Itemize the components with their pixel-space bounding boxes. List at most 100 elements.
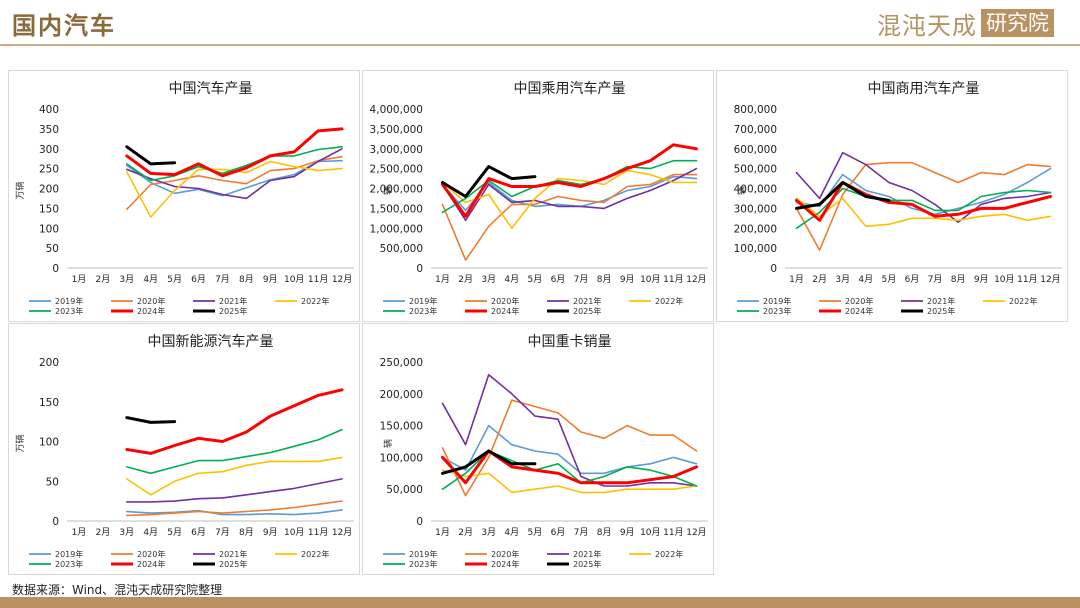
y-tick-label: 3,000,000	[370, 144, 423, 156]
series-line-2020	[126, 500, 343, 517]
x-tick-label: 2月	[96, 527, 111, 538]
x-tick-label: 1月	[435, 527, 450, 538]
legend-label: 2024年	[137, 306, 165, 316]
y-tick-label: 500,000	[734, 164, 777, 176]
y-tick-label: 2,500,000	[370, 164, 423, 176]
x-tick-label: 6月	[905, 274, 920, 285]
series-line-2019	[441, 424, 698, 475]
chart-title: 中国重卡销量	[528, 334, 612, 350]
chart-title: 中国商用汽车产量	[868, 80, 980, 97]
y-tick-label: 1,500,000	[370, 203, 423, 215]
brand-logo: 混沌天成 研究院	[877, 8, 1054, 40]
legend-label: 2019年	[409, 549, 437, 559]
y-tick-label: 1,000,000	[370, 223, 423, 235]
y-tick-label: 100,000	[734, 243, 777, 255]
chart-title: 中国汽车产量	[169, 80, 253, 97]
series-line-2024	[441, 143, 698, 218]
y-tick-label: 150	[39, 397, 59, 409]
series-line-2025	[795, 181, 891, 210]
y-tick-label: 100	[39, 223, 59, 235]
x-tick-label: 2月	[458, 527, 473, 538]
x-tick-label: 12月	[1040, 274, 1060, 285]
y-tick-label: 600,000	[734, 144, 777, 156]
series-line-2022	[795, 197, 1052, 228]
series-line-2023	[126, 428, 343, 475]
legend-label: 2024年	[491, 306, 519, 316]
x-tick-label: 1月	[789, 274, 804, 285]
x-tick-label: 9月	[974, 274, 989, 285]
x-tick-label: 3月	[119, 527, 134, 538]
legend-label: 2025年	[219, 559, 247, 569]
chart-panel-commercial-output: 中国商用汽车产量辆 0 100,000 200,000 300,000 400,000 50…	[716, 70, 1068, 322]
x-tick-label: 5月	[167, 274, 182, 285]
y-axis-label: 辆	[736, 186, 748, 195]
series-line-2021	[795, 151, 1052, 224]
x-tick-label: 12月	[332, 274, 352, 285]
x-tick-label: 8月	[951, 274, 966, 285]
y-tick-label: 400,000	[734, 184, 777, 196]
x-tick-label: 8月	[239, 274, 254, 285]
series-line-2021	[126, 478, 343, 503]
series-line-2019	[126, 509, 343, 516]
legend-label: 2024年	[845, 306, 873, 316]
legend-label: 2020年	[491, 296, 519, 306]
legend-label: 2023年	[409, 306, 437, 316]
brand-box: 研究院	[981, 9, 1054, 37]
x-tick-label: 1月	[72, 274, 87, 285]
legend-label: 2024年	[491, 559, 519, 569]
series-line-2024	[125, 127, 344, 178]
x-tick-label: 9月	[263, 527, 278, 538]
x-tick-label: 5月	[528, 274, 543, 285]
x-tick-label: 8月	[239, 527, 254, 538]
legend-label: 2020年	[491, 549, 519, 559]
series-line-2025	[441, 165, 537, 198]
legend-label: 2021年	[927, 296, 955, 306]
y-axis-label: 万辆	[14, 434, 26, 452]
legend-label: 2023年	[55, 559, 83, 569]
y-tick-label: 0	[416, 516, 423, 528]
x-tick-label: 12月	[686, 274, 706, 285]
series-line-2024	[795, 181, 1052, 222]
x-tick-label: 10月	[284, 274, 304, 285]
legend-label: 2023年	[409, 559, 437, 569]
y-tick-label: 0	[770, 263, 777, 275]
y-tick-label: 250	[39, 164, 59, 176]
series-line-2022	[441, 169, 698, 230]
x-tick-label: 12月	[686, 527, 706, 538]
x-tick-label: 5月	[528, 527, 543, 538]
y-tick-label: 200,000	[734, 223, 777, 235]
y-tick-label: 50,000	[386, 484, 423, 496]
x-tick-label: 7月	[574, 527, 589, 538]
legend-label: 2022年	[655, 296, 683, 306]
y-tick-label: 100,000	[380, 452, 423, 464]
x-tick-label: 7月	[215, 527, 230, 538]
legend-label: 2025年	[573, 306, 601, 316]
x-tick-label: 5月	[167, 527, 182, 538]
x-tick-label: 5月	[882, 274, 897, 285]
legend-label: 2025年	[219, 306, 247, 316]
x-tick-label: 9月	[620, 527, 635, 538]
x-tick-label: 6月	[551, 527, 566, 538]
legend-label: 2025年	[573, 559, 601, 569]
legend-label: 2019年	[409, 296, 437, 306]
series-line-2020	[441, 173, 698, 261]
chart-title: 中国乘用汽车产量	[514, 80, 626, 97]
x-tick-label: 4月	[858, 274, 873, 285]
y-tick-label: 400	[39, 104, 59, 116]
legend-label: 2019年	[55, 296, 83, 306]
y-tick-label: 150,000	[380, 421, 423, 433]
x-tick-label: 4月	[143, 274, 158, 285]
x-tick-label: 8月	[597, 527, 612, 538]
x-tick-label: 4月	[504, 527, 519, 538]
chart-title: 中国新能源汽车产量	[148, 333, 274, 350]
x-tick-label: 3月	[835, 274, 850, 285]
chart-panel-heavy-truck-sales: 中国重卡销量辆 0 50,000 100,000 150,000 200,000 250,0…	[362, 323, 714, 575]
legend-label: 2023年	[763, 306, 791, 316]
legend-label: 2019年	[55, 549, 83, 559]
x-tick-label: 10月	[284, 527, 304, 538]
x-tick-label: 4月	[504, 274, 519, 285]
